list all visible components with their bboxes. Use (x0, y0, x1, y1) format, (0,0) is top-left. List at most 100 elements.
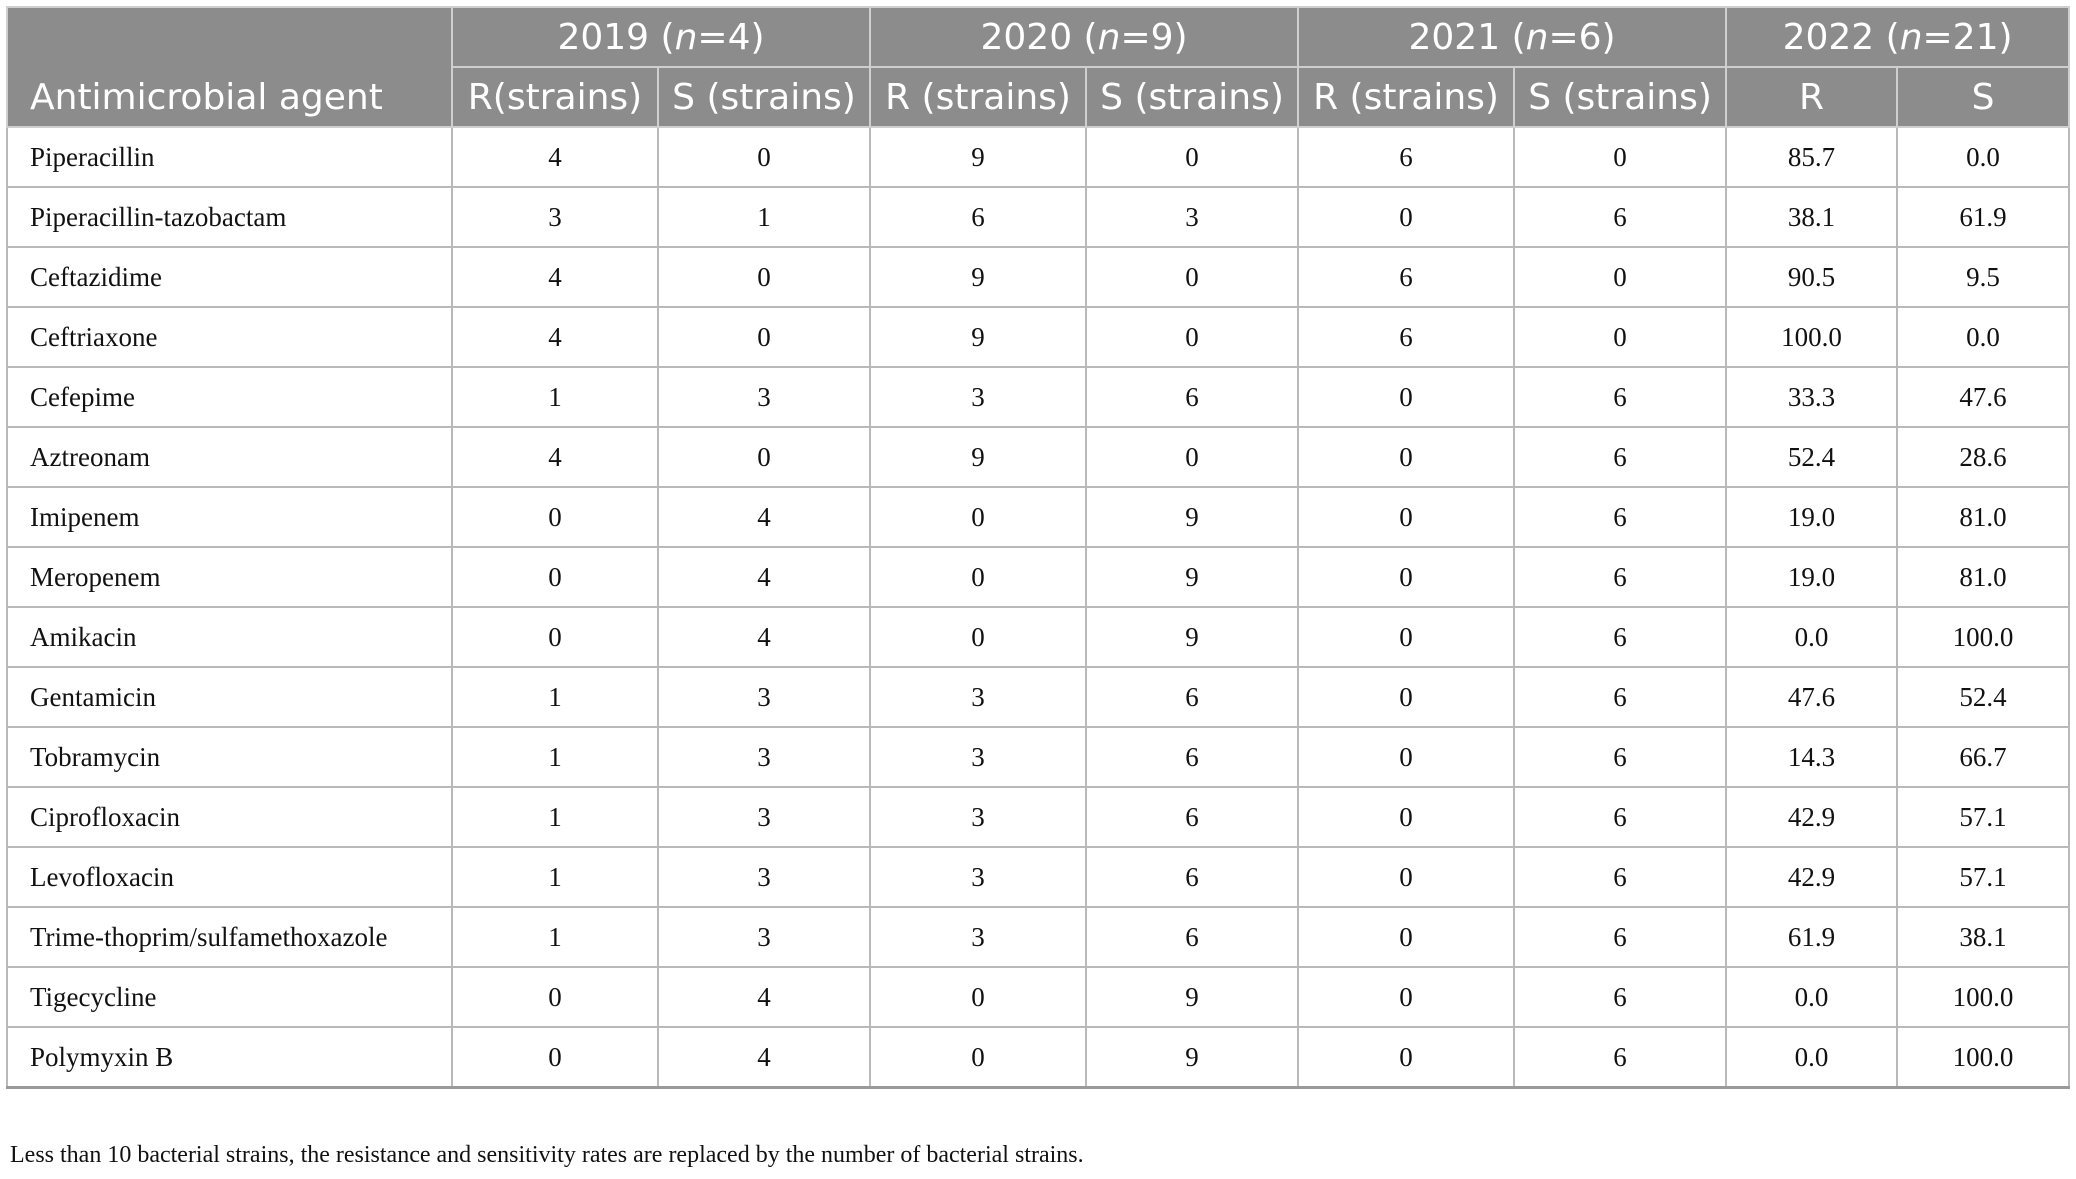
year-label: 2021 (1408, 16, 1501, 58)
year-header-row: Antimicrobial agent 2019 (n=4) 2020 (n=9… (6, 6, 2071, 128)
value-cell: 0.0 (1725, 606, 1899, 668)
value-cell: 6 (1513, 966, 1728, 1028)
value-cell: 0 (656, 306, 872, 368)
n-label: n (674, 16, 698, 58)
value-cell: 0 (451, 486, 659, 548)
table-row: Tobramycin 1 3 3 6 0 6 14.3 66.7 (6, 726, 2071, 788)
n-value: =21 (1922, 16, 1999, 58)
value-cell: 90.5 (1725, 246, 1899, 308)
sub-header-cell: R (strains) (1297, 66, 1516, 128)
value-cell: 1 (451, 846, 659, 908)
value-cell: 4 (656, 486, 872, 548)
value-cell: 6 (1085, 906, 1300, 968)
agent-name-cell: Tobramycin (6, 726, 453, 788)
value-cell: 9 (869, 426, 1088, 488)
n-label: n (1899, 16, 1923, 58)
value-cell: 9 (1085, 546, 1300, 608)
table-row: Trime-thoprim/sulfamethoxazole 1 3 3 6 0 6 61.9… (6, 906, 2071, 968)
value-cell: 100.0 (1725, 306, 1899, 368)
value-cell: 4 (656, 966, 872, 1028)
value-cell: 6 (1513, 606, 1728, 668)
value-cell: 4 (451, 306, 659, 368)
sub-header-cell: R(strains) (451, 66, 659, 128)
value-cell: 3 (451, 186, 659, 248)
value-cell: 0 (1085, 126, 1300, 188)
value-cell: 3 (656, 786, 872, 848)
value-cell: 9 (869, 246, 1088, 308)
table-row: Gentamicin 1 3 3 6 0 6 47.6 52.4 (6, 666, 2071, 728)
agent-name-cell: Imipenem (6, 486, 453, 548)
value-cell: 3 (869, 666, 1088, 728)
value-cell: 19.0 (1725, 546, 1899, 608)
value-cell: 6 (1085, 786, 1300, 848)
value-cell: 0 (451, 546, 659, 608)
table-header: Antimicrobial agent 2019 (n=4) 2020 (n=9… (6, 6, 2071, 128)
value-cell: 0 (1297, 846, 1516, 908)
agent-name-cell: Aztreonam (6, 426, 453, 488)
value-cell: 14.3 (1725, 726, 1899, 788)
table-row: Imipenem 0 4 0 9 0 6 19.0 81.0 (6, 486, 2071, 548)
n-value: =6 (1548, 16, 1602, 58)
value-cell: 0 (869, 546, 1088, 608)
value-cell: 3 (656, 906, 872, 968)
agent-header-label: Antimicrobial agent (30, 77, 383, 118)
value-cell: 6 (1297, 126, 1516, 188)
antimicrobial-resistance-table: Antimicrobial agent 2019 (n=4) 2020 (n=9… (6, 6, 2071, 1089)
table-row: Ciprofloxacin 1 3 3 6 0 6 42.9 57.1 (6, 786, 2071, 848)
n-label: n (1097, 16, 1121, 58)
value-cell: 0 (1513, 246, 1728, 308)
value-cell: 6 (1513, 486, 1728, 548)
value-cell: 0 (656, 126, 872, 188)
value-cell: 0 (1297, 666, 1516, 728)
value-cell: 100.0 (1896, 966, 2071, 1028)
value-cell: 4 (656, 606, 872, 668)
value-cell: 0 (1085, 246, 1300, 308)
value-cell: 4 (451, 246, 659, 308)
value-cell: 0 (1297, 726, 1516, 788)
value-cell: 9 (1085, 1026, 1300, 1089)
sub-header-cell: S (strains) (656, 66, 872, 128)
value-cell: 3 (1085, 186, 1300, 248)
value-cell: 0 (1297, 786, 1516, 848)
value-cell: 85.7 (1725, 126, 1899, 188)
value-cell: 0.0 (1725, 966, 1899, 1028)
value-cell: 3 (869, 726, 1088, 788)
value-cell: 47.6 (1725, 666, 1899, 728)
value-cell: 81.0 (1896, 486, 2071, 548)
value-cell: 4 (451, 126, 659, 188)
table-row: Polymyxin B 0 4 0 9 0 6 0.0 100.0 (6, 1026, 2071, 1089)
sub-header-cell: S (strains) (1513, 66, 1728, 128)
value-cell: 81.0 (1896, 546, 2071, 608)
value-cell: 0 (1297, 1026, 1516, 1089)
value-cell: 0.0 (1725, 1026, 1899, 1089)
sub-header-row: R(strains) S (strains) R (strains) S (st… (7, 66, 2071, 128)
value-cell: 6 (1513, 1026, 1728, 1089)
sub-header-cell: R (1725, 66, 1899, 128)
value-cell: 0 (869, 486, 1088, 548)
value-cell: 28.6 (1896, 426, 2071, 488)
n-value: =4 (697, 16, 751, 58)
value-cell: 9 (1085, 966, 1300, 1028)
value-cell: 3 (656, 846, 872, 908)
agent-name-cell: Levofloxacin (6, 846, 453, 908)
value-cell: 6 (1513, 426, 1728, 488)
table-row: Piperacillin-tazobactam 3 1 6 3 0 6 38.1 61.9 (6, 186, 2071, 248)
value-cell: 6 (1085, 726, 1300, 788)
year-group-header-2020: 2020 (n=9) (869, 6, 1300, 68)
table-body: Piperacillin 4 0 9 0 6 0 85.7 0.0 Piperacillin-ta… (6, 126, 2071, 1089)
value-cell: 1 (451, 366, 659, 428)
table-row: Piperacillin 4 0 9 0 6 0 85.7 0.0 (6, 126, 2071, 188)
value-cell: 61.9 (1725, 906, 1899, 968)
value-cell: 6 (1297, 246, 1516, 308)
value-cell: 33.3 (1725, 366, 1899, 428)
value-cell: 0 (1297, 546, 1516, 608)
n-label: n (1525, 16, 1549, 58)
table-row: Tigecycline 0 4 0 9 0 6 0.0 100.0 (6, 966, 2071, 1028)
value-cell: 19.0 (1725, 486, 1899, 548)
value-cell: 0 (1513, 126, 1728, 188)
agent-name-cell: Polymyxin B (6, 1026, 453, 1089)
value-cell: 4 (451, 426, 659, 488)
value-cell: 6 (1513, 846, 1728, 908)
table-row: Amikacin 0 4 0 9 0 6 0.0 100.0 (6, 606, 2071, 668)
value-cell: 1 (451, 666, 659, 728)
